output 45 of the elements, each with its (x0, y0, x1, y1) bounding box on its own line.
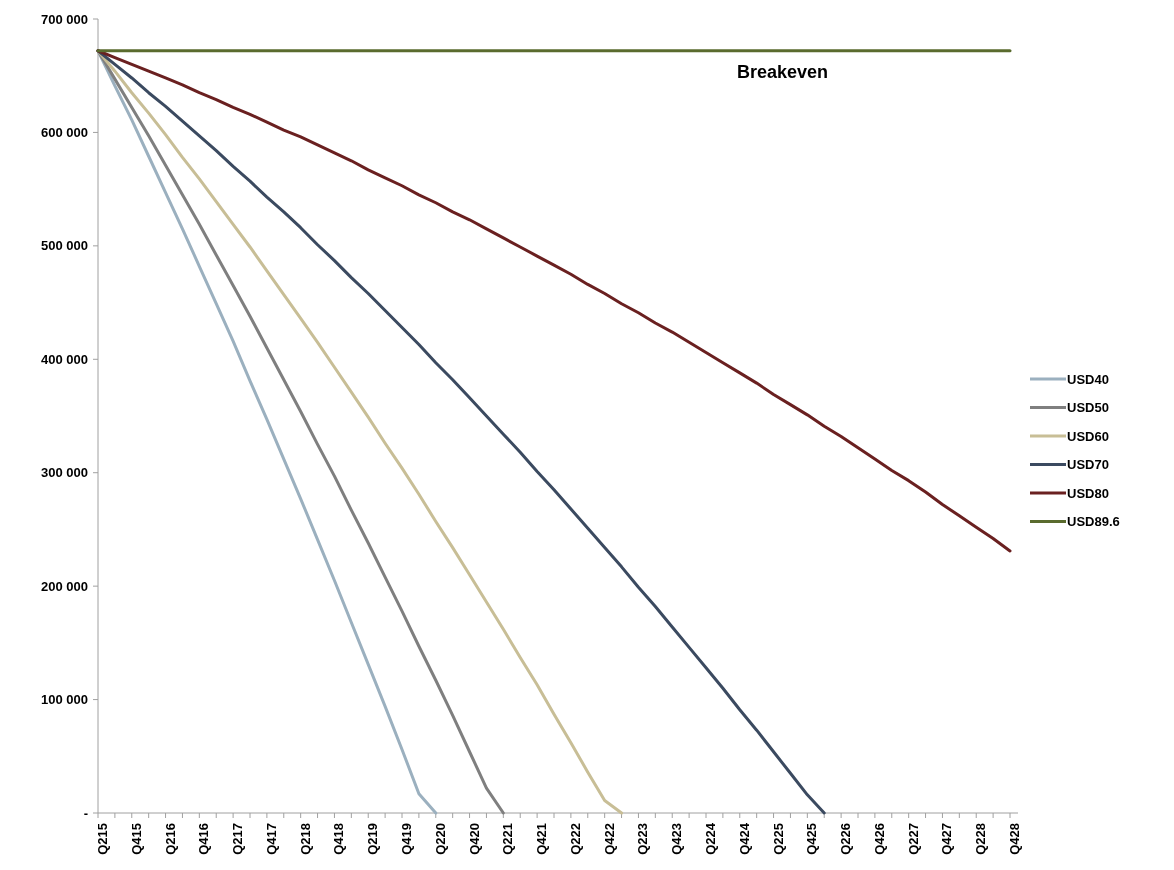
x-tick-label: Q216 (162, 823, 178, 855)
x-tick-label: Q427 (939, 823, 955, 855)
x-tick-label: Q417 (263, 823, 279, 855)
x-tick-label: Q223 (635, 823, 651, 855)
x-tick-label: Q428 (1007, 823, 1022, 855)
x-tick-label: Q220 (432, 823, 448, 855)
x-tick-label: Q228 (973, 823, 989, 855)
x-tick-label: Q425 (804, 823, 820, 855)
x-tick-label: Q422 (601, 823, 617, 855)
annotation: Breakeven (737, 61, 829, 82)
x-tick-label: Q420 (466, 823, 482, 855)
x-tick-label: Q218 (297, 823, 313, 855)
line-series (96, 49, 505, 815)
y-tick-label: 500 000 (41, 238, 88, 254)
x-tick-label: Q222 (567, 823, 583, 855)
x-tick-label: Q219 (365, 823, 381, 855)
x-tick-label: Q225 (770, 823, 786, 855)
legend-label: USD80 (1067, 485, 1109, 501)
y-tick-label: 200 000 (41, 578, 88, 594)
x-tick-label: Q221 (500, 823, 516, 855)
y-tick-label: 100 000 (41, 692, 88, 708)
x-tick-label: Q421 (534, 823, 550, 855)
x-tick-label: Q226 (838, 823, 854, 855)
y-tick-label: 600 000 (41, 124, 88, 140)
x-tick-label: Q424 (736, 822, 752, 855)
legend-label: USD40 (1067, 371, 1109, 387)
x-tick-label: Q419 (399, 823, 414, 855)
y-tick-label: 700 000 (41, 11, 88, 27)
y-tick-label: 300 000 (41, 465, 88, 481)
legend-label: USD50 (1067, 400, 1109, 416)
x-tick-label: Q426 (871, 823, 887, 855)
x-tick-label: Q415 (128, 823, 144, 855)
legend-label: USD60 (1067, 428, 1109, 444)
x-tick-label: Q423 (669, 823, 685, 855)
line-series (96, 49, 1012, 553)
y-tick-label: 400 000 (41, 351, 88, 367)
x-tick-label: Q418 (331, 823, 347, 855)
legend-label: USD70 (1067, 457, 1109, 473)
x-tick-label: Q227 (905, 823, 921, 855)
x-tick-label: Q416 (196, 823, 212, 855)
y-tick-label: - (83, 805, 88, 821)
x-tick-label: Q224 (703, 822, 718, 855)
x-tick-label: Q217 (230, 823, 246, 855)
legend-label: USD89.6 (1067, 514, 1120, 530)
x-tick-label: Q215 (95, 823, 110, 855)
